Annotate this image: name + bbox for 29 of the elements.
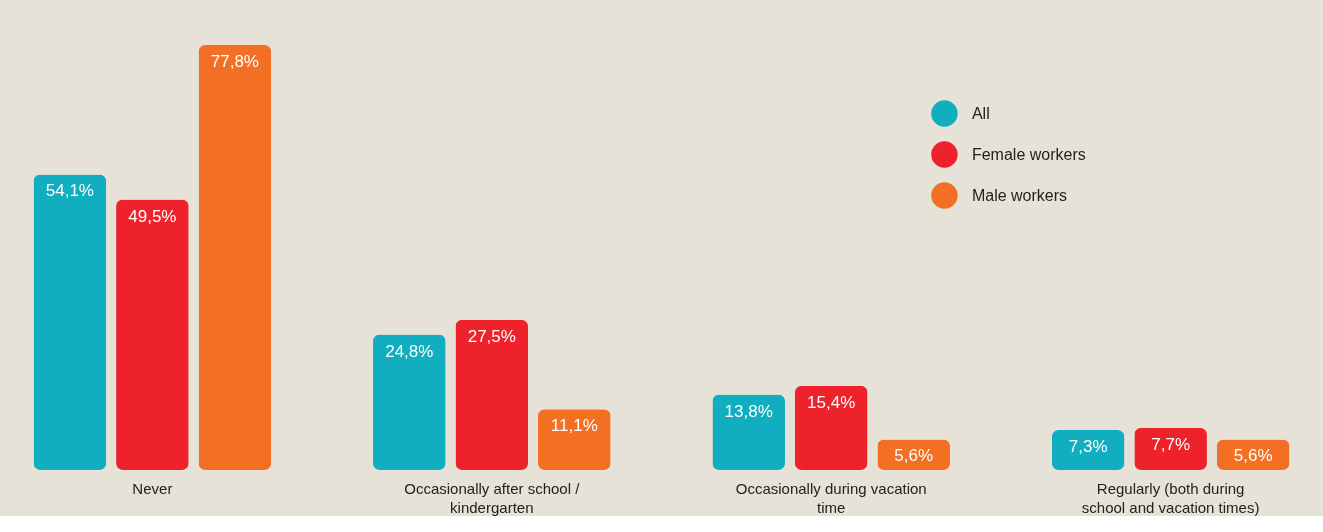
data-label: 5,6% xyxy=(894,446,934,466)
x-tick-label: Regularly (both during school and vacation times) xyxy=(1081,480,1260,516)
x-tick-label: Never xyxy=(132,480,173,497)
bar xyxy=(33,174,107,470)
x-tick-label: Occasionally during vacation time xyxy=(735,480,927,516)
data-label: 11,1% xyxy=(550,416,598,436)
legend-label: Female workers xyxy=(971,145,1086,163)
data-label: 7,3% xyxy=(1068,437,1108,457)
data-label: 24,8% xyxy=(385,341,434,361)
data-label: 27,5% xyxy=(467,326,516,346)
data-label: 5,6% xyxy=(1233,446,1273,466)
data-label: 54,1% xyxy=(45,181,94,201)
bar xyxy=(537,409,611,470)
data-label: 49,5% xyxy=(128,206,177,226)
bar xyxy=(372,334,446,470)
x-tick-label: Occasionally after school / kindergarten xyxy=(404,480,581,516)
bar xyxy=(794,385,868,470)
bar xyxy=(455,319,529,470)
legend-label: Male workers xyxy=(971,186,1068,204)
bar xyxy=(198,45,272,470)
data-label: 77,8% xyxy=(210,52,259,71)
data-label: 7,7% xyxy=(1151,434,1190,454)
bar xyxy=(116,199,189,470)
bar xyxy=(1134,427,1207,470)
legend-label: All xyxy=(971,104,990,122)
bar xyxy=(1051,430,1125,470)
data-label: 15,4% xyxy=(807,392,856,412)
bar xyxy=(712,394,786,470)
data-label: 13,8% xyxy=(724,401,773,421)
